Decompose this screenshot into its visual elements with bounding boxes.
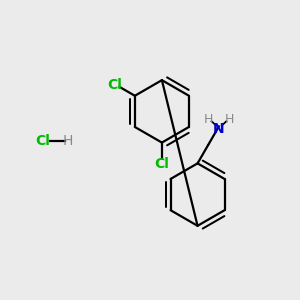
Text: H: H <box>225 113 234 126</box>
Text: Cl: Cl <box>36 134 50 148</box>
Text: Cl: Cl <box>154 157 169 171</box>
Text: H: H <box>204 113 213 126</box>
Text: Cl: Cl <box>107 78 122 92</box>
Text: N: N <box>213 122 225 136</box>
Text: H: H <box>63 134 74 148</box>
